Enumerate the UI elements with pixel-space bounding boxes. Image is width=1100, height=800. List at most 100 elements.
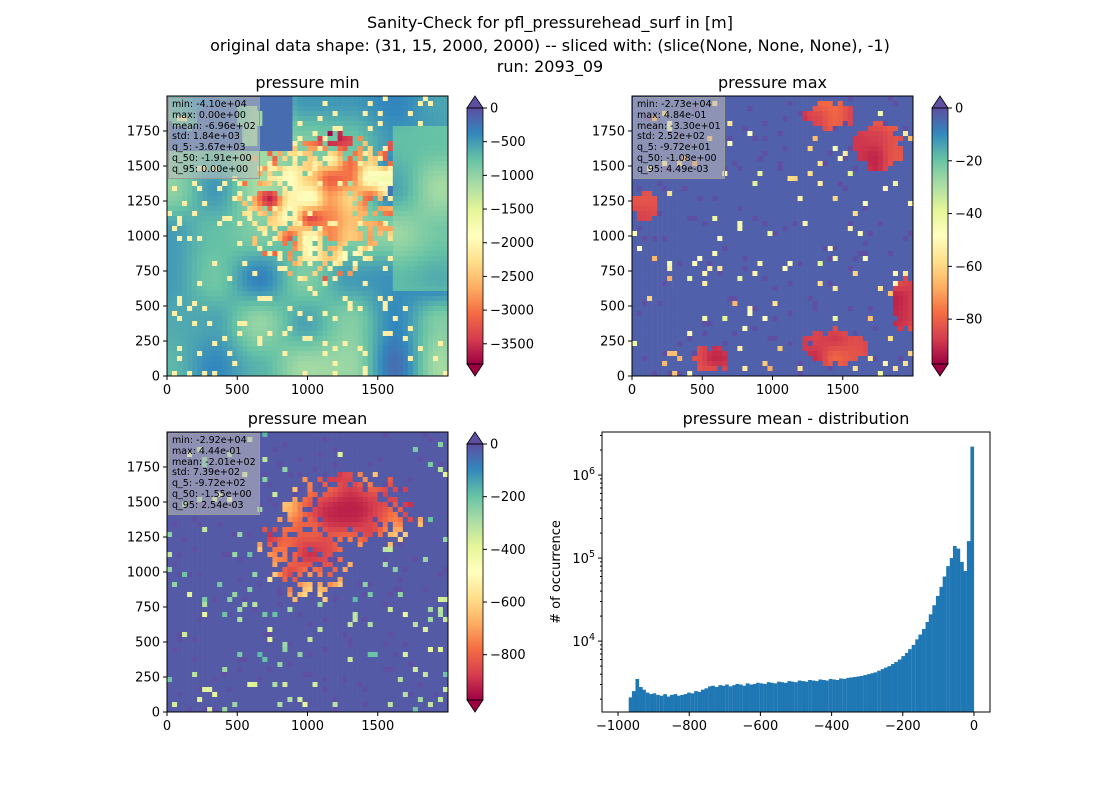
heatmap-cell <box>762 96 768 102</box>
heatmap-cell <box>337 301 343 307</box>
heatmap-cell <box>312 256 318 262</box>
heatmap-cell <box>232 356 238 362</box>
heatmap-cell <box>362 226 369 232</box>
heatmap-cell <box>712 226 718 232</box>
heatmap-cell <box>742 156 748 162</box>
heatmap-cell <box>307 186 313 192</box>
heatmap-cell <box>347 226 353 232</box>
heatmap-cell <box>732 231 738 237</box>
heatmap-cell <box>322 206 328 212</box>
heatmap-cell <box>317 311 323 317</box>
heatmap-cell <box>192 296 198 302</box>
heatmap-cell <box>442 186 449 192</box>
heatmap-cell <box>337 191 343 197</box>
heatmap-cell <box>247 211 253 217</box>
suptitle-line-2: original data shape: (31, 15, 2000, 2000… <box>210 36 890 55</box>
heatmap-cell <box>842 151 849 157</box>
heatmap-cell <box>402 346 409 352</box>
heatmap-cell <box>197 261 203 267</box>
heatmap-cell <box>272 316 278 322</box>
heatmap-cell <box>437 346 444 352</box>
heatmap-cell <box>882 226 889 232</box>
heatmap-cell <box>412 101 419 107</box>
heatmap-cell <box>412 296 419 302</box>
heatmap-cell <box>357 336 363 342</box>
heatmap-cell <box>792 246 798 252</box>
heatmap-cell <box>332 176 338 182</box>
heatmap-cell <box>282 151 288 157</box>
heatmap-cell <box>402 196 409 202</box>
heatmap-cell <box>842 146 849 152</box>
heatmap-cell <box>217 361 223 367</box>
heatmap-cell <box>267 121 273 127</box>
heatmap-cell <box>422 141 429 147</box>
heatmap-cell <box>352 341 358 347</box>
heatmap-cell <box>432 351 439 357</box>
heatmap-cell <box>667 201 673 207</box>
heatmap-cell <box>317 356 323 362</box>
heatmap-cell <box>182 176 188 182</box>
heatmap-cell <box>207 331 213 337</box>
heatmap-cell <box>792 171 798 177</box>
heatmap-cell <box>667 216 673 222</box>
heatmap-cell <box>712 191 718 197</box>
heatmap-cell <box>442 296 449 302</box>
heatmap-cell <box>362 291 369 297</box>
heatmap-cell <box>407 266 414 272</box>
heatmap-cell <box>407 326 414 332</box>
heatmap-cell <box>427 116 434 122</box>
heatmap-cell <box>907 106 914 112</box>
heatmap-cell <box>207 176 213 182</box>
heatmap-cell <box>242 261 248 267</box>
heatmap-cell <box>227 341 233 347</box>
heatmap-cell <box>187 261 193 267</box>
heatmap-cell <box>317 151 323 157</box>
heatmap-cell <box>397 281 404 287</box>
y-tick-label: 1500 <box>127 160 160 175</box>
heatmap-cell <box>282 121 288 127</box>
heatmap-cell <box>267 226 273 232</box>
heatmap-cell <box>352 281 358 287</box>
heatmap-cell <box>247 336 253 342</box>
heatmap-cell <box>672 181 678 187</box>
heatmap-cell <box>852 131 859 137</box>
heatmap-cell <box>407 351 414 357</box>
heatmap-cell <box>442 246 449 252</box>
heatmap-cell <box>742 206 748 212</box>
heatmap-cell <box>217 356 223 362</box>
heatmap-cell <box>902 116 909 122</box>
heatmap-cell <box>772 246 778 252</box>
heatmap-cell <box>387 106 394 112</box>
heatmap-cell <box>267 156 273 162</box>
heatmap-cell <box>297 226 303 232</box>
heatmap-cell <box>767 96 773 102</box>
heatmap-cell <box>282 146 288 152</box>
heatmap-cell <box>362 146 369 152</box>
heatmap-cell <box>177 341 183 347</box>
heatmap-cell <box>882 186 889 192</box>
heatmap-cell <box>797 191 803 197</box>
heatmap-cell <box>372 371 379 377</box>
heatmap-cell <box>302 116 308 122</box>
heatmap-cell <box>327 261 333 267</box>
heatmap-cell <box>667 226 673 232</box>
heatmap-cell <box>237 231 243 237</box>
heatmap-cell <box>207 281 213 287</box>
heatmap-cell <box>417 356 424 362</box>
heatmap-cell <box>372 346 379 352</box>
heatmap-cell <box>792 251 798 257</box>
heatmap-cell <box>292 356 298 362</box>
heatmap-cell <box>192 281 198 287</box>
heatmap-cell <box>292 161 298 167</box>
heatmap-cell <box>792 211 798 217</box>
heatmap-cell <box>282 311 288 317</box>
heatmap-cell <box>167 236 173 242</box>
heatmap-cell <box>442 216 449 222</box>
heatmap-cell <box>387 326 394 332</box>
heatmap-cell <box>222 286 228 292</box>
heatmap-cell <box>237 246 243 252</box>
heatmap-cell <box>197 211 203 217</box>
heatmap-cell <box>872 201 879 207</box>
heatmap-cell <box>297 231 303 237</box>
heatmap-cell <box>427 281 434 287</box>
